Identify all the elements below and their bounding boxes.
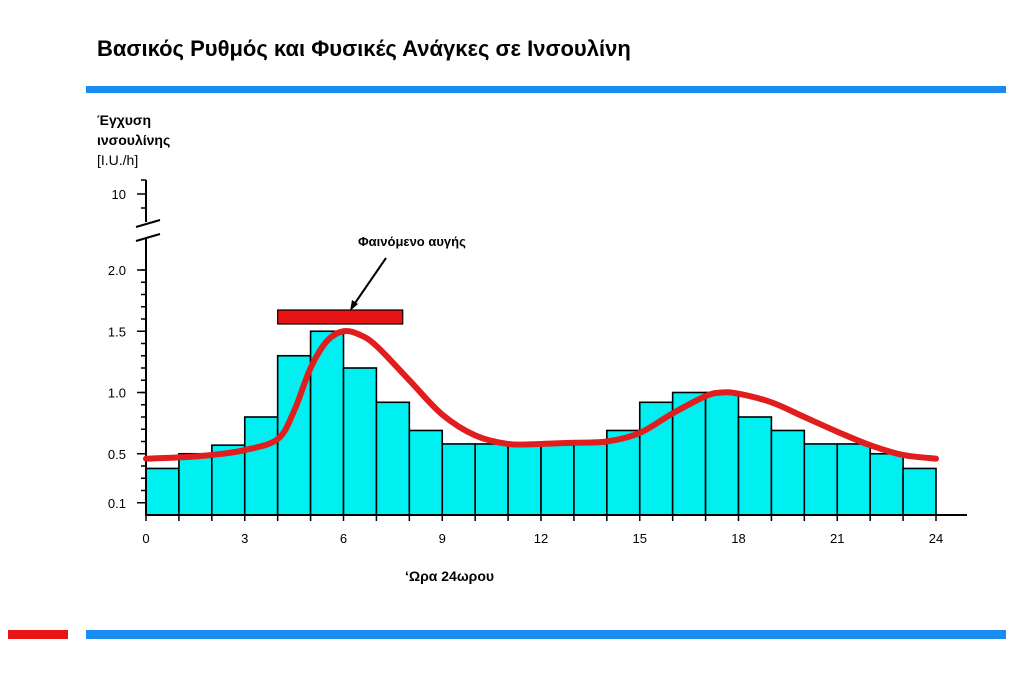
y-axis-break-mark [135,233,161,242]
basal-bar [474,443,509,516]
basal-bar [803,443,839,516]
basal-bar [441,443,476,516]
basal-bar [606,429,641,516]
x-tick-label: 24 [929,531,943,546]
dawn-phenomenon-label: Φαινόμενο αυγής [358,234,466,249]
y-tick-label: 2.0 [108,263,126,278]
y-axis-break-mark [135,219,161,228]
y-tick-label: 0.5 [108,447,126,462]
y-tick-label: 10 [112,187,126,202]
basal-bar [704,391,740,516]
physiological-curve [143,328,939,462]
basal-bar [145,467,180,516]
basal-bar [178,452,213,516]
y-axis-label-line1: Έγχυση [97,112,152,128]
x-tick-label: 15 [633,531,647,546]
x-tick-label: 12 [534,531,548,546]
bottom-accent-mark [8,630,68,639]
basal-bar [737,416,773,516]
x-tick-label: 21 [830,531,844,546]
annotation-arrow-head [350,300,358,311]
y-axis-unit: [I.U./h] [97,152,139,168]
basal-bar [869,452,904,516]
y-tick-label: 0.1 [108,496,126,511]
y-tick-label: 1.0 [108,386,126,401]
x-tick-label: 0 [142,531,149,546]
y-tick-label: 1.5 [108,324,126,339]
x-tick-label: 6 [340,531,347,546]
x-tick-label: 18 [731,531,745,546]
basal-rate-bars [145,330,937,516]
bottom-divider [86,630,1006,639]
basal-bar [342,367,378,516]
basal-bar [573,443,608,516]
dawn-phenomenon-bar-group [277,257,404,325]
basal-bar [902,467,937,516]
y-axis-label-line2: ινσουλίνης [97,132,171,148]
annotation-arrow [352,257,387,307]
basal-bar [375,401,411,516]
chart-axes: 10 0.1 0.5 1.0 1.5 2.0 0 3 6 9 12 15 18 21 24 [108,179,967,546]
slide-title: Βασικός Ρυθμός και Φυσικές Ανάγκες σε Ιν… [97,36,631,61]
x-axis-label: ‘Ωρα 24ωρου [405,568,495,584]
basal-bar [836,443,871,516]
basal-bar [408,429,444,516]
basal-bar [770,429,806,516]
dawn-phenomenon-bar [277,309,404,325]
basal-bar [507,443,542,516]
x-tick-label: 3 [241,531,248,546]
top-divider [86,86,1006,93]
basal-bar [540,443,575,516]
y-axis-label: Έγχυση ινσουλίνης [I.U./h] [97,110,170,170]
basal-bar [243,416,279,516]
x-tick-label: 9 [439,531,446,546]
physiological-curve-group [143,328,939,462]
